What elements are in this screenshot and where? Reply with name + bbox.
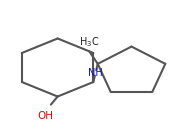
Text: $\mathregular{H_3C}$: $\mathregular{H_3C}$ bbox=[79, 35, 99, 49]
Text: OH: OH bbox=[37, 111, 53, 121]
Text: NH: NH bbox=[88, 68, 103, 78]
